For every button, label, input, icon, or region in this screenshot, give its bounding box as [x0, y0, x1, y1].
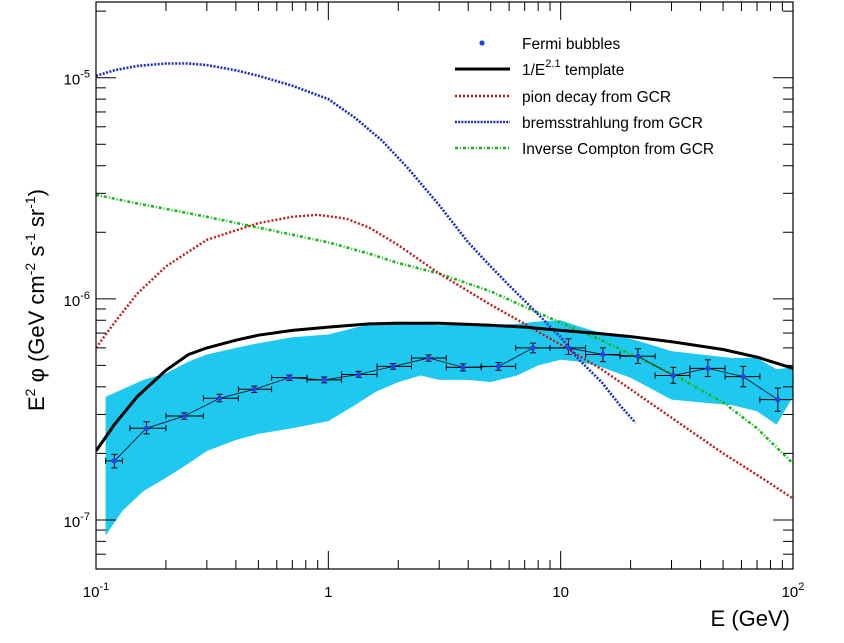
tick-labels: 10-1 1 10 102 10-7 10-6 10-5: [64, 69, 805, 601]
x-tick-label: 10: [552, 584, 569, 601]
data-point-fermi: [376, 362, 412, 370]
legend: Fermi bubbles 1/E2.1 template pion decay…: [455, 36, 714, 158]
y-tick-label: 10-5: [64, 69, 90, 89]
data-point-fermi: [724, 365, 761, 388]
series-line-brems: [96, 62, 637, 424]
x-tick-label: 10-1: [83, 581, 109, 601]
data-point-marker: [670, 372, 676, 379]
data-point-marker: [251, 386, 257, 392]
data-point-marker: [460, 364, 466, 370]
data-point-fermi: [237, 385, 273, 394]
data-point-marker: [286, 375, 293, 381]
axes-frame: [95, 1, 794, 570]
legend-entry-fermi: Fermi bubbles: [479, 36, 620, 53]
series-line-ic: [96, 193, 793, 465]
axis-ticks: [95, 2, 794, 570]
legend-marker-fermi: [479, 40, 485, 46]
data-point-marker: [425, 355, 432, 361]
data-point-fermi: [549, 338, 587, 356]
legend-label-pion: pion decay from GCR: [522, 89, 671, 106]
data-point-marker: [495, 363, 502, 369]
y-axis-title-sr: sr: [24, 209, 49, 233]
legend-label-ic: Inverse Compton from GCR: [522, 141, 714, 158]
data-point-fermi: [619, 348, 656, 364]
data-point-fermi: [759, 387, 793, 412]
data-point-marker: [740, 373, 746, 380]
y-axis-title-sup4: -1: [22, 196, 38, 209]
data-point-marker: [111, 458, 117, 464]
y-axis-title-close: ): [24, 189, 49, 196]
uncertainty-band-layer: [105, 320, 793, 536]
data-point-marker: [775, 397, 781, 403]
data-point-marker: [181, 413, 187, 419]
x-tick-label: 102: [782, 581, 805, 601]
data-point-fermi: [689, 359, 726, 378]
fermi-connecting-line: [114, 347, 779, 462]
data-point-fermi: [410, 354, 447, 362]
y-axis-title-sup2: -2: [22, 263, 38, 276]
data-point-marker: [635, 353, 641, 359]
data-points-layer: [105, 338, 793, 469]
series-line-template: [96, 321, 793, 452]
data-point-marker: [321, 377, 327, 383]
data-point-fermi: [585, 347, 621, 363]
y-axis-title-sup3: -1: [22, 233, 38, 246]
data-point-fermi: [445, 363, 482, 372]
model-curves-layer: [96, 62, 793, 500]
data-point-fermi: [654, 366, 691, 384]
series-line-pion: [96, 213, 793, 500]
y-tick-label: 10-6: [64, 290, 90, 310]
legend-entry-pion: pion decay from GCR: [455, 89, 671, 106]
legend-label-fermi: Fermi bubbles: [522, 36, 620, 53]
data-point-fermi: [306, 376, 343, 384]
y-axis-title-s: s: [24, 246, 49, 263]
legend-label-template: 1/E2.1 template: [522, 58, 624, 79]
plot-frame: [95, 1, 794, 570]
data-point-fermi: [202, 393, 239, 403]
y-axis-title: E2 φ (GeV cm-2 s-1 sr-1): [22, 189, 49, 411]
data-point-marker: [565, 345, 572, 351]
plot-area: [96, 62, 793, 536]
legend-entry-brems: bremsstrahlung from GCR: [455, 115, 703, 132]
data-point-marker: [356, 371, 362, 378]
data-point-fermi: [515, 342, 551, 354]
data-point-fermi: [271, 374, 308, 381]
y-axis-title-sup1: 2: [22, 388, 38, 396]
data-point-fermi: [165, 412, 204, 420]
data-point-marker: [600, 351, 606, 358]
uncertainty-band: [105, 320, 793, 536]
data-point-marker: [530, 345, 536, 351]
legend-label-brems: bremsstrahlung from GCR: [522, 115, 703, 132]
legend-entry-ic: Inverse Compton from GCR: [455, 141, 714, 158]
y-tick-label: 10-7: [64, 511, 90, 531]
data-point-fermi: [341, 370, 378, 378]
x-tick-label: 1: [324, 584, 332, 601]
data-point-fermi: [129, 421, 167, 435]
y-axis-title-phi: φ (GeV cm: [24, 275, 49, 388]
data-point-marker: [143, 425, 150, 431]
data-point-marker: [390, 363, 396, 369]
x-axis-title: E (GeV): [711, 606, 790, 631]
data-point-fermi: [105, 453, 123, 469]
data-point-marker: [216, 395, 223, 401]
data-point-fermi: [480, 362, 517, 371]
y-axis-title-e: E: [24, 396, 49, 411]
legend-entry-template: 1/E2.1 template: [455, 58, 624, 79]
data-point-marker: [705, 365, 711, 371]
